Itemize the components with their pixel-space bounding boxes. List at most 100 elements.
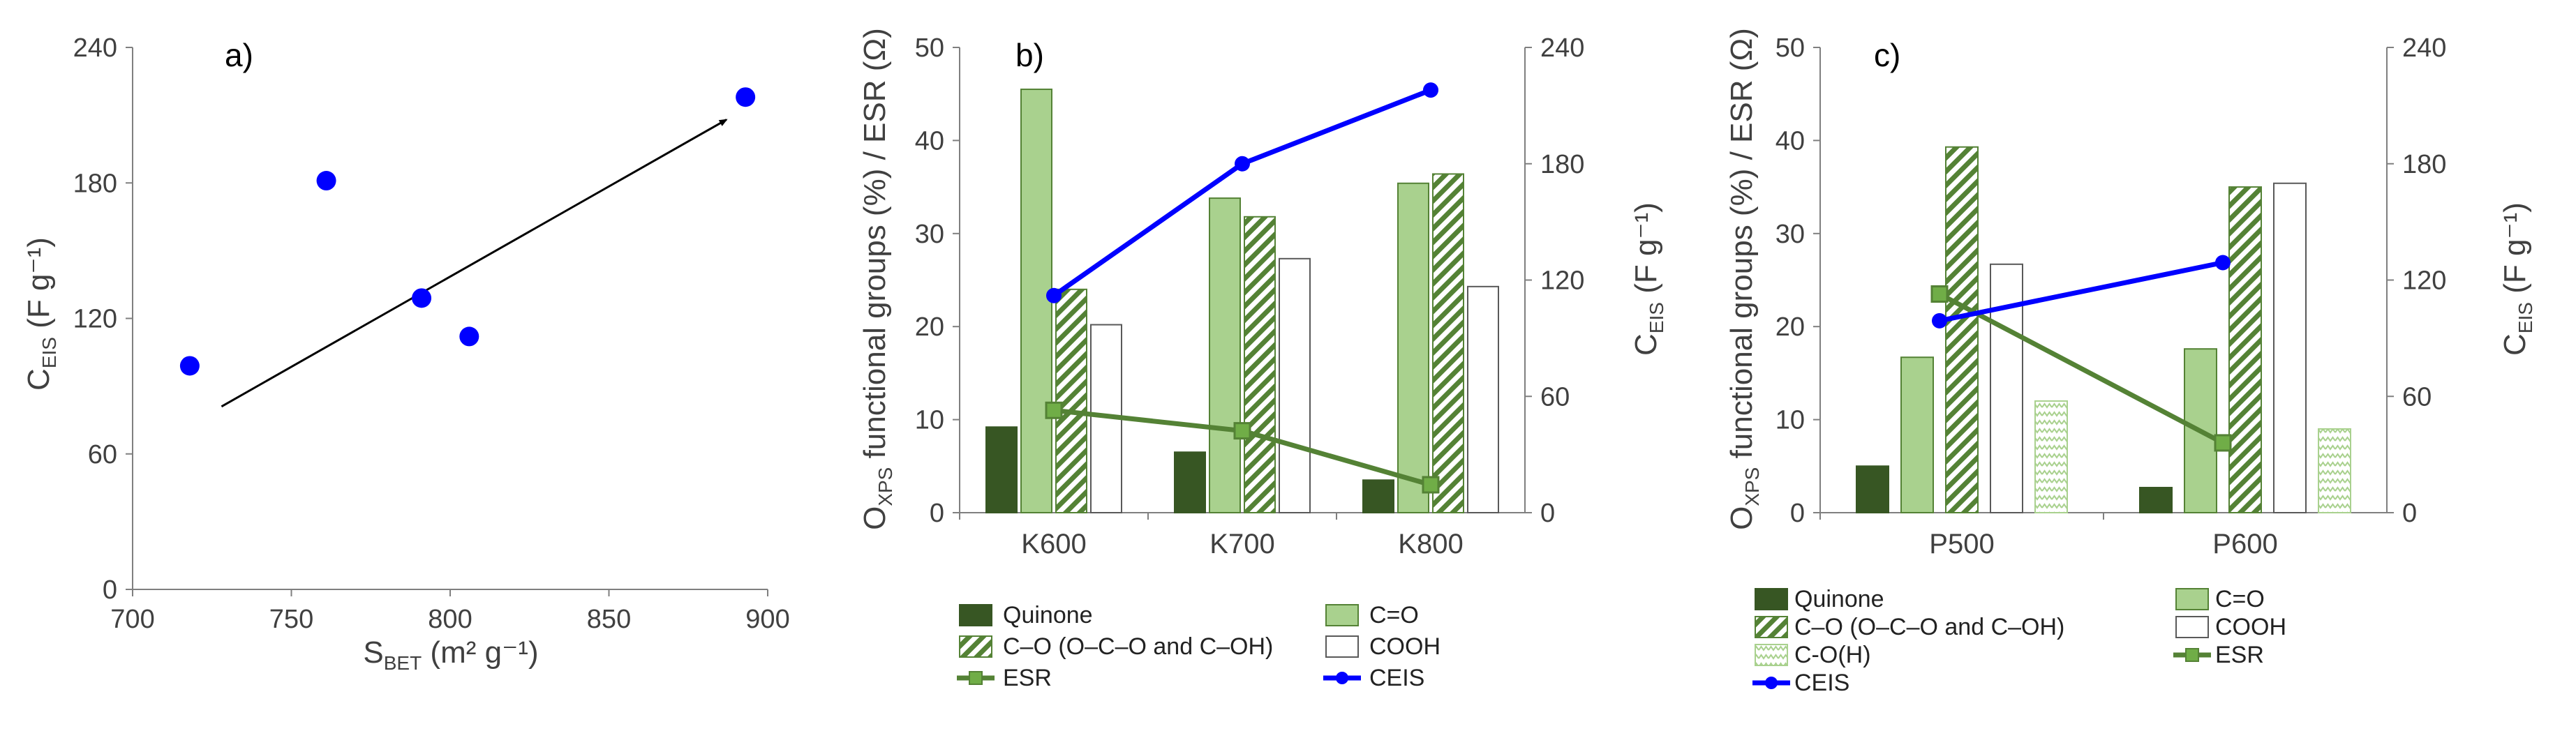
panel-b-axes: 0 10 20 30 40 50 0 60 120 180 240 K600 K700 K800 bbox=[915, 33, 1585, 559]
panel-b-lines bbox=[1045, 82, 1440, 494]
bar-white bbox=[2273, 182, 2307, 513]
scatter-point bbox=[736, 87, 756, 107]
left-tick-label: 40 bbox=[1775, 126, 1805, 156]
legend-label: ESR bbox=[2215, 642, 2264, 668]
legend-swatch-ceq bbox=[1325, 604, 1359, 626]
legend-swatch-hatch bbox=[959, 635, 992, 658]
right-tick-label: 120 bbox=[2402, 266, 2446, 296]
esr-marker bbox=[1233, 422, 1251, 440]
panel-a-scatter: 0 60 120 180 240 700 750 800 850 900 a) SBET (m² … bbox=[22, 33, 790, 674]
legend-marker-esr bbox=[2185, 648, 2199, 662]
panel-b-right-axis-label: CEIS (F g⁻¹) bbox=[1629, 202, 1667, 356]
legend-label: C–O (O–C–O and C–OH) bbox=[1794, 614, 2064, 640]
legend-label: Quinone bbox=[1794, 586, 1884, 612]
panel-b-bars bbox=[985, 89, 1499, 513]
left-tick-label: 30 bbox=[1775, 220, 1805, 249]
right-tick-label: 0 bbox=[2402, 499, 2417, 528]
legend-label: C=O bbox=[1369, 602, 1419, 628]
bar-white bbox=[1279, 257, 1311, 513]
esr-marker bbox=[2214, 434, 2232, 452]
left-tick-label: 40 bbox=[915, 126, 944, 156]
trend-arrow bbox=[221, 119, 728, 408]
legend-label: COOH bbox=[1369, 633, 1440, 660]
esr-marker bbox=[1422, 476, 1440, 494]
left-tick-label: 20 bbox=[1775, 312, 1805, 342]
bar-quinone bbox=[1856, 465, 1889, 513]
bar-ceq bbox=[1900, 356, 1934, 513]
bar-zigzag bbox=[2318, 428, 2351, 513]
bar-quinone bbox=[2139, 486, 2173, 513]
bar-hatch bbox=[1432, 173, 1464, 513]
scatter-point bbox=[412, 288, 432, 308]
legend-swatch-ceq bbox=[2175, 588, 2209, 610]
panel-b-label: b) bbox=[1015, 37, 1044, 73]
right-tick-label: 240 bbox=[1540, 33, 1584, 63]
panel-a-points bbox=[179, 87, 756, 376]
ceis-marker bbox=[2215, 255, 2231, 271]
legend-marker-esr bbox=[969, 671, 983, 685]
category-label: K700 bbox=[1209, 529, 1274, 559]
ceis-marker bbox=[1046, 287, 1062, 303]
legend-label: C–O (O–C–O and C–OH) bbox=[1003, 633, 1273, 660]
panel-c-lines bbox=[1930, 255, 2232, 452]
bar-ceq bbox=[1397, 182, 1429, 513]
panel-c-right-axis-label: CEIS (F g⁻¹) bbox=[2498, 202, 2536, 356]
legend-swatch-white bbox=[2175, 616, 2209, 638]
panel-a-label: a) bbox=[225, 37, 253, 73]
bar-quinone bbox=[1174, 451, 1206, 513]
legend-swatch-quinone bbox=[959, 604, 992, 626]
panel-c-left-axis-label: OXPS functional groups (%) / ESR (Ω) bbox=[1725, 28, 1763, 530]
legend-label: C=O bbox=[2215, 586, 2265, 612]
legend-label: C-O(H) bbox=[1794, 642, 1871, 668]
left-tick-label: 0 bbox=[930, 499, 944, 528]
bar-white bbox=[1467, 285, 1499, 513]
y-tick-label: 180 bbox=[73, 169, 117, 198]
category-label: K800 bbox=[1398, 529, 1463, 559]
category-label: P600 bbox=[2212, 529, 2277, 559]
bar-ceq bbox=[1209, 197, 1241, 513]
right-tick-label: 60 bbox=[2402, 382, 2432, 412]
legend-label: ESR bbox=[1003, 665, 1052, 691]
legend-swatch-quinone bbox=[1755, 588, 1788, 610]
left-tick-label: 20 bbox=[915, 312, 944, 342]
right-tick-label: 120 bbox=[1540, 266, 1584, 296]
x-tick-label: 700 bbox=[110, 605, 154, 634]
panel-c-label: c) bbox=[1874, 37, 1900, 73]
panel-b-left-axis-label: OXPS functional groups (%) / ESR (Ω) bbox=[858, 28, 896, 530]
y-tick-label: 60 bbox=[88, 440, 117, 469]
legend-label: COOH bbox=[2215, 614, 2286, 640]
x-tick-label: 750 bbox=[269, 605, 313, 634]
x-tick-label: 900 bbox=[745, 605, 789, 634]
bar-hatch bbox=[1244, 216, 1276, 513]
y-tick-label: 240 bbox=[73, 33, 117, 63]
bar-hatch bbox=[2228, 186, 2262, 513]
ceis-marker bbox=[1423, 82, 1438, 98]
left-tick-label: 50 bbox=[1775, 33, 1805, 63]
legend-label: CEIS bbox=[1794, 670, 1849, 696]
bar-white bbox=[1990, 263, 2023, 513]
esr-marker bbox=[1930, 285, 1949, 303]
panel-c-bars bbox=[1856, 146, 2351, 514]
right-tick-label: 60 bbox=[1540, 382, 1570, 412]
right-tick-label: 0 bbox=[1540, 499, 1555, 528]
left-tick-label: 0 bbox=[1790, 499, 1805, 528]
y-tick-label: 120 bbox=[73, 305, 117, 334]
legend-swatch-zigzag bbox=[1755, 644, 1788, 666]
left-tick-label: 10 bbox=[915, 406, 944, 435]
bar-ceq bbox=[1020, 89, 1052, 513]
right-tick-label: 180 bbox=[2402, 150, 2446, 179]
bar-quinone bbox=[985, 426, 1018, 513]
panel-c-axes: 0 10 20 30 40 50 0 60 120 180 240 P500 P600 bbox=[1775, 33, 2447, 559]
category-label: K600 bbox=[1021, 529, 1086, 559]
scatter-point bbox=[179, 356, 200, 376]
legend-label: CEIS bbox=[1369, 665, 1424, 691]
panel-c-bar-chart: 0 10 20 30 40 50 0 60 120 180 240 P500 P600 c) OXPS … bbox=[1725, 28, 2536, 696]
panel-c-legend: Quinone C=O C–O (O–C–O and C–OH) COOH C-O(H)… bbox=[1752, 586, 2286, 696]
y-tick-label: 0 bbox=[103, 575, 117, 605]
x-tick-label: 800 bbox=[428, 605, 472, 634]
legend-marker-ceis bbox=[1765, 677, 1778, 689]
ceis-marker bbox=[1235, 156, 1250, 172]
panel-a-x-axis-label: SBET (m² g⁻¹) bbox=[363, 635, 538, 674]
left-tick-label: 50 bbox=[915, 33, 944, 63]
category-label: P500 bbox=[1929, 529, 1994, 559]
